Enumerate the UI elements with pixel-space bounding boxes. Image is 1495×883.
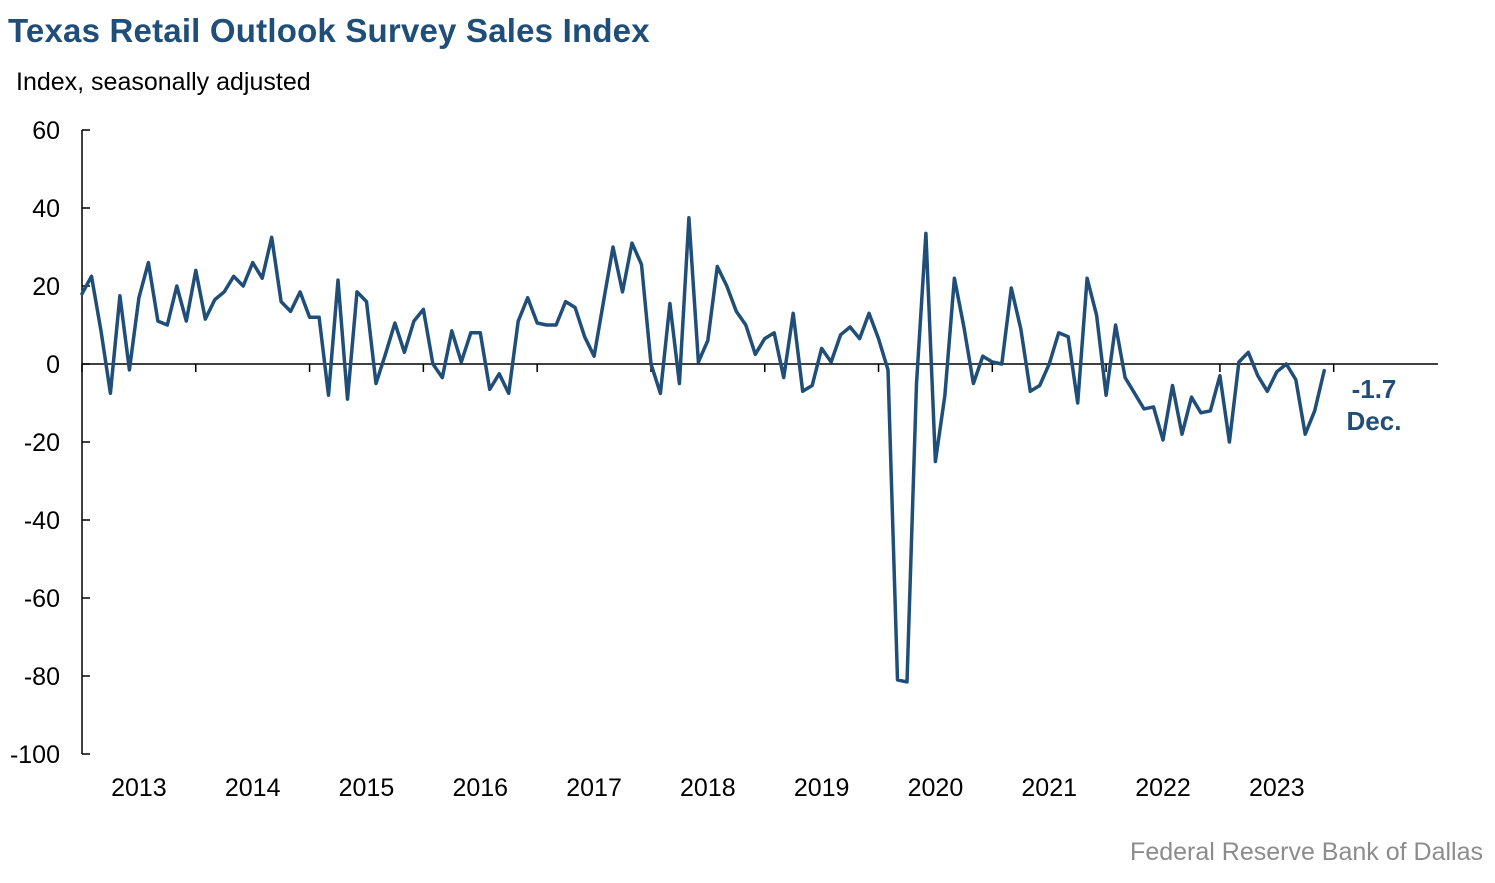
source-credit: Federal Reserve Bank of Dallas <box>1130 838 1483 866</box>
series-line <box>80 216 1326 684</box>
latest-value-label: -1.7 <box>1352 374 1397 404</box>
latest-month-label: Dec. <box>1347 406 1402 436</box>
chart-title: Texas Retail Outlook Survey Sales Index <box>8 12 650 49</box>
y-tick-label: 60 <box>32 117 60 145</box>
y-axis-ticks: 60 40 20 0 -20 -40 -60 -80 -100 <box>10 117 90 769</box>
y-axis-label: Index, seasonally adjusted <box>16 68 311 96</box>
x-tick-label: 2019 <box>794 774 850 802</box>
y-tick-label: -60 <box>24 585 60 613</box>
y-tick-label: -40 <box>24 507 60 535</box>
x-tick-label: 2016 <box>452 774 508 802</box>
x-tick-label: 2013 <box>111 774 167 802</box>
x-tick-label: 2020 <box>908 774 964 802</box>
x-tick-label: 2021 <box>1021 774 1077 802</box>
x-tick-label: 2022 <box>1135 774 1191 802</box>
x-tick-label: 2017 <box>566 774 622 802</box>
y-tick-label: 0 <box>46 351 60 379</box>
y-tick-label: -80 <box>24 663 60 691</box>
x-tick-label: 2015 <box>339 774 395 802</box>
y-tick-label: -20 <box>24 429 60 457</box>
x-tick-label: 2023 <box>1249 774 1305 802</box>
x-tick-label: 2014 <box>225 774 281 802</box>
x-axis-ticks: 2013 2014 2015 2016 2017 2018 2019 2020 2021 2022… <box>81 364 1335 802</box>
axes <box>81 130 1438 754</box>
series-group <box>80 216 1326 684</box>
y-tick-label: 40 <box>32 195 60 223</box>
y-tick-label: 20 <box>32 273 60 301</box>
y-tick-label: -100 <box>10 741 60 769</box>
x-tick-label: 2018 <box>680 774 736 802</box>
